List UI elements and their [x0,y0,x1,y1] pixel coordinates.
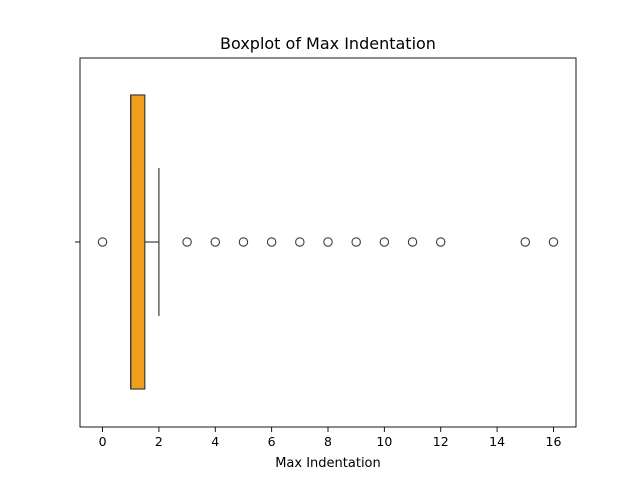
x-tick-label: 16 [546,434,562,449]
outlier-point [266,237,277,247]
x-tick-label: 4 [211,434,219,449]
x-tick-label: 6 [268,434,276,449]
outlier-point [238,237,249,247]
x-tick-label: 2 [155,434,163,449]
outlier-point [435,237,446,247]
x-tick-label: 0 [99,434,107,449]
x-tick-label: 14 [489,434,505,449]
x-tick-label: 12 [433,434,449,449]
outlier-point [295,237,305,247]
x-tick-label: 10 [376,434,392,449]
outlier-point [210,237,221,247]
outlier-point [407,237,418,247]
outlier-point [97,237,108,247]
plot-area [97,94,559,390]
outlier-point [323,237,333,247]
outlier-point [182,237,192,247]
outlier-point [351,237,361,247]
outlier-point [379,237,390,247]
outlier-point [520,237,531,247]
outlier-point [548,237,559,247]
iqr-box [130,94,146,390]
x-axis-label: Max Indentation [275,456,381,471]
x-tick-label: 8 [324,434,332,449]
chart-title: Boxplot of Max Indentation [220,34,436,53]
x-axis-ticks: 0 2 4 6 8 10 12 14 16 [99,427,562,449]
